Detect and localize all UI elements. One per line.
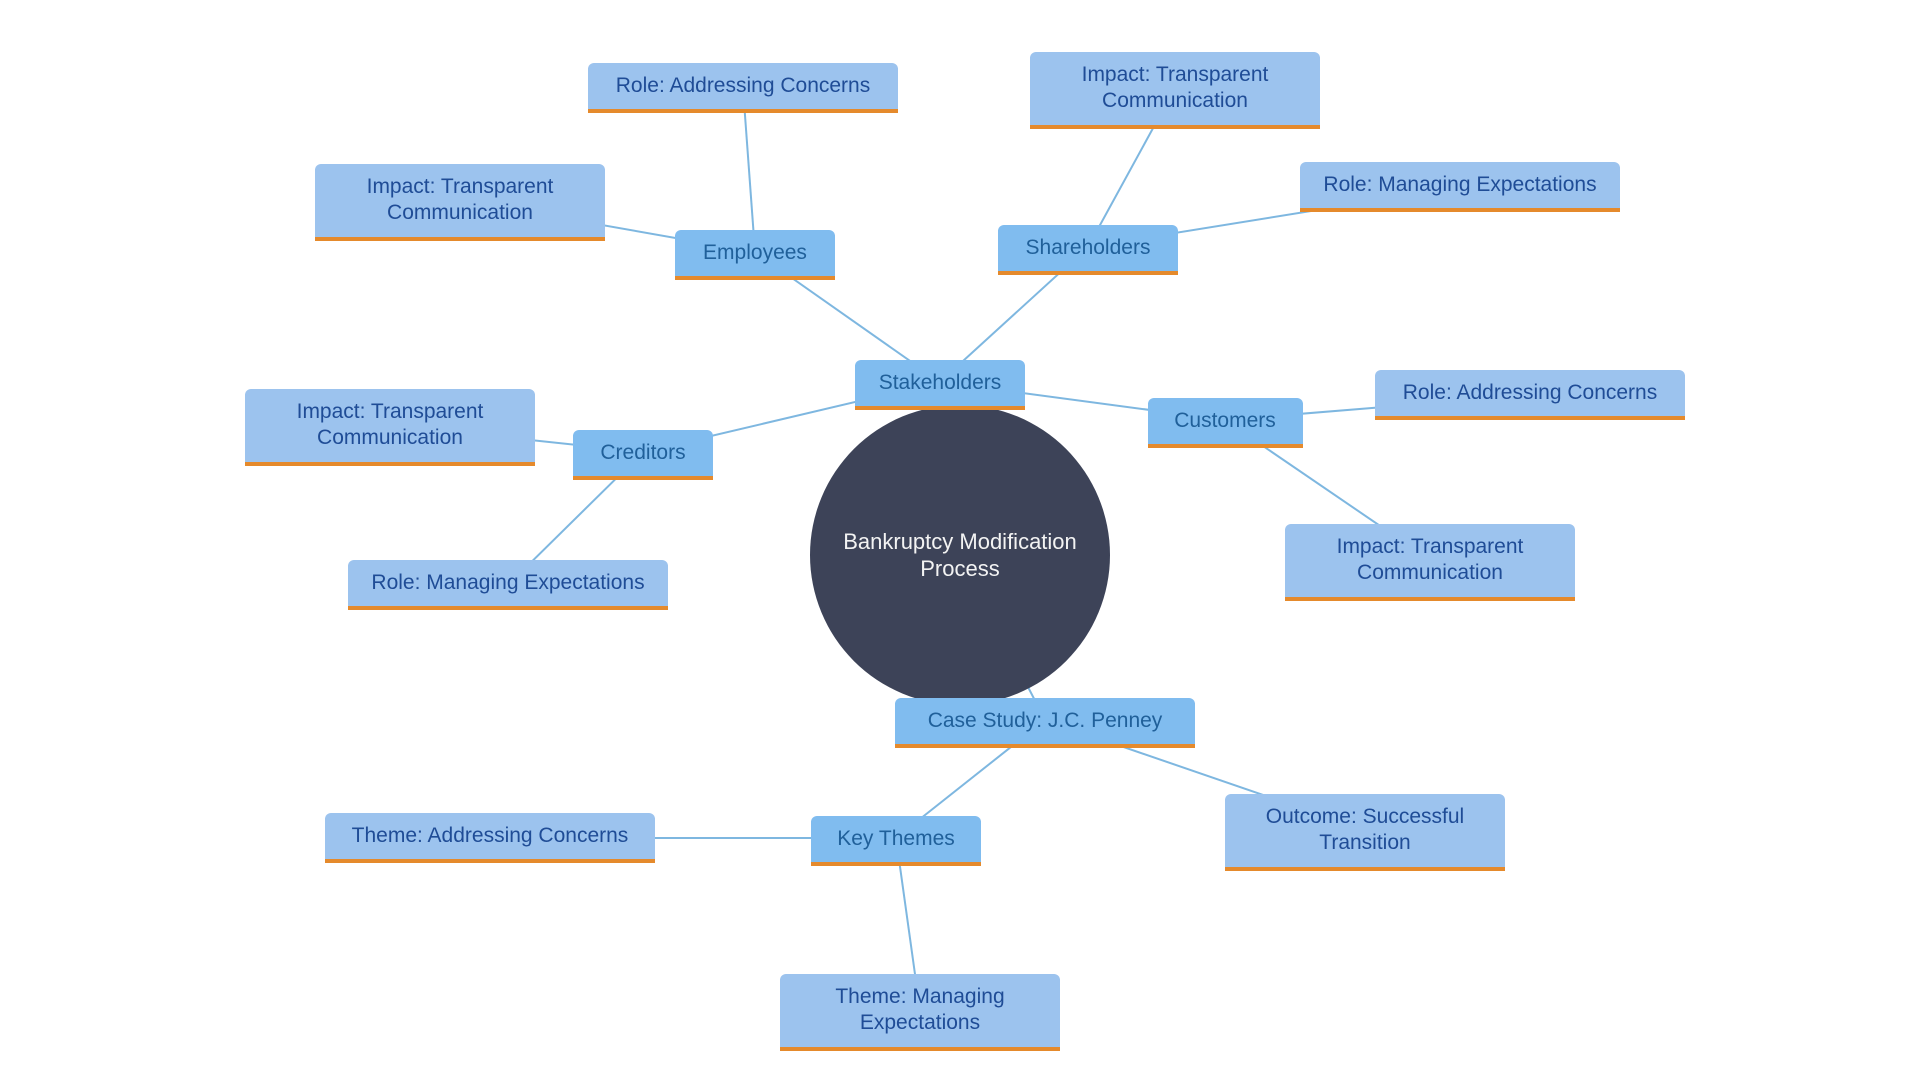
node-customers: Customers [1148,398,1303,448]
node-label: Key Themes [837,826,955,852]
node-label: Creditors [600,440,685,466]
node-label: Bankruptcy Modification Process [840,528,1080,583]
node-cred_role: Role: Managing Expectations [348,560,668,610]
node-employees: Employees [675,230,835,280]
diagram-canvas: Bankruptcy Modification Process Stakehold… [0,0,1920,1080]
node-shareholders: Shareholders [998,225,1178,275]
node-theme_addr: Theme: Addressing Concerns [325,813,655,863]
node-cust_role: Role: Addressing Concerns [1375,370,1685,420]
node-label: Impact: Transparent Communication [331,174,589,227]
node-creditors: Creditors [573,430,713,480]
node-cust_impact: Impact: Transparent Communication [1285,524,1575,601]
node-label: Role: Addressing Concerns [1403,380,1657,406]
node-label: Customers [1174,408,1276,434]
node-label: Impact: Transparent Communication [1301,534,1559,587]
node-label: Stakeholders [879,370,1002,396]
node-label: Role: Managing Expectations [1323,172,1596,198]
node-stakeholders: Stakeholders [855,360,1025,410]
node-emp_impact: Impact: Transparent Communication [315,164,605,241]
node-central: Bankruptcy Modification Process [810,405,1110,705]
node-sh_role: Role: Managing Expectations [1300,162,1620,212]
node-label: Employees [703,240,807,266]
node-label: Theme: Managing Expectations [796,984,1044,1037]
node-label: Impact: Transparent Communication [261,399,519,452]
node-label: Role: Addressing Concerns [616,73,870,99]
node-emp_role: Role: Addressing Concerns [588,63,898,113]
node-label: Shareholders [1026,235,1151,261]
node-keythemes: Key Themes [811,816,981,866]
node-label: Outcome: Successful Transition [1241,804,1489,857]
node-outcome: Outcome: Successful Transition [1225,794,1505,871]
node-label: Impact: Transparent Communication [1046,62,1304,115]
node-cred_impact: Impact: Transparent Communication [245,389,535,466]
node-sh_impact: Impact: Transparent Communication [1030,52,1320,129]
node-theme_manag: Theme: Managing Expectations [780,974,1060,1051]
node-label: Case Study: J.C. Penney [928,708,1163,734]
node-casestudy: Case Study: J.C. Penney [895,698,1195,748]
node-label: Theme: Addressing Concerns [352,823,629,849]
node-label: Role: Managing Expectations [371,570,644,596]
